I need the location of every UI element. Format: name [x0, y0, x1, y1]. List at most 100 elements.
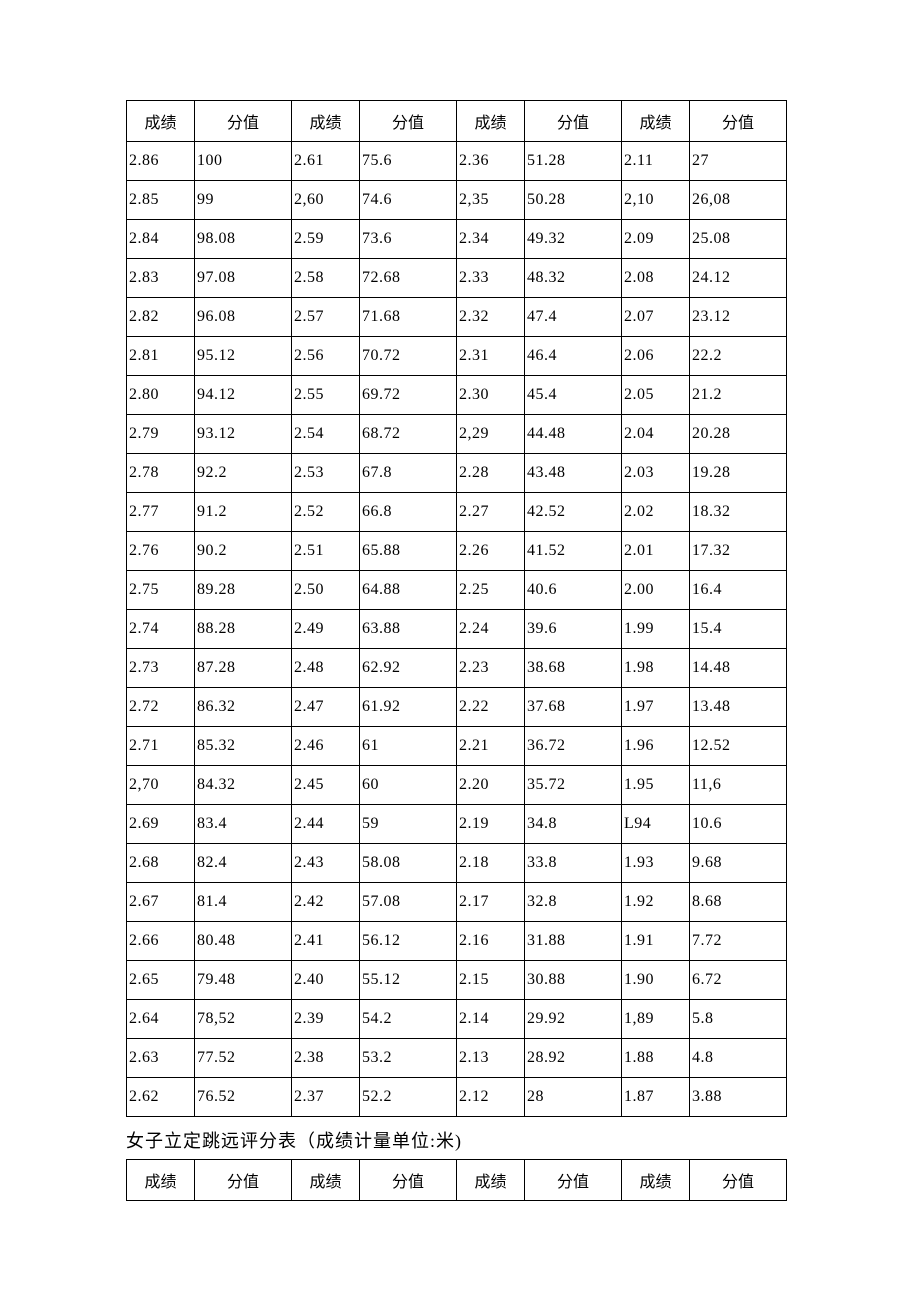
table-cell: 2.40: [292, 961, 360, 1000]
table-cell: 2.04: [622, 415, 690, 454]
table-cell: 2.41: [292, 922, 360, 961]
table-cell: 5.8: [690, 1000, 787, 1039]
table-cell: 2.76: [127, 532, 195, 571]
table-row: 2.6882.42.4358.082.1833.81.939.68: [127, 844, 787, 883]
table-cell: 2.31: [457, 337, 525, 376]
table-cell: 94.12: [195, 376, 292, 415]
table-cell: 15.4: [690, 610, 787, 649]
table-cell: 18.32: [690, 493, 787, 532]
table-cell: 2.64: [127, 1000, 195, 1039]
table-cell: 2.11: [622, 142, 690, 181]
table-cell: 2.45: [292, 766, 360, 805]
table-cell: 2.23: [457, 649, 525, 688]
table-cell: 98.08: [195, 220, 292, 259]
score-table-female: 成绩 分值 成绩 分值 成绩 分值 成绩 分值: [126, 1159, 787, 1201]
table-cell: 2.59: [292, 220, 360, 259]
table-cell: 31.88: [525, 922, 622, 961]
table-cell: 1.90: [622, 961, 690, 1000]
table-cell: 2.09: [622, 220, 690, 259]
table-cell: 70.72: [360, 337, 457, 376]
table-cell: 22.2: [690, 337, 787, 376]
table-cell: 1.95: [622, 766, 690, 805]
table-cell: 2.79: [127, 415, 195, 454]
table-cell: 2.58: [292, 259, 360, 298]
score-table-main: 成绩 分值 成绩 分值 成绩 分值 成绩 分值 2.861002.6175.62…: [126, 100, 787, 1117]
table-cell: 39.6: [525, 610, 622, 649]
table-cell: 23.12: [690, 298, 787, 337]
table-cell: 2.14: [457, 1000, 525, 1039]
table-cell: 85.32: [195, 727, 292, 766]
table-row: 2.8094.122.5569.722.3045.42.0521.2: [127, 376, 787, 415]
table-cell: 2.78: [127, 454, 195, 493]
table-cell: 55.12: [360, 961, 457, 1000]
table-row: 2.7589.282.5064.882.2540.62.0016.4: [127, 571, 787, 610]
table-cell: 71.68: [360, 298, 457, 337]
table-cell: 2.26: [457, 532, 525, 571]
table-cell: 69.72: [360, 376, 457, 415]
header-score-2: 成绩: [292, 1160, 360, 1201]
table-cell: 2.28: [457, 454, 525, 493]
table-row: 2.7892.22.5367.82.2843.482.0319.28: [127, 454, 787, 493]
table-cell: 1,89: [622, 1000, 690, 1039]
table-cell: 2.22: [457, 688, 525, 727]
table-cell: 65.88: [360, 532, 457, 571]
table-cell: 2.12: [457, 1078, 525, 1117]
table-cell: 78,52: [195, 1000, 292, 1039]
table-cell: 37.68: [525, 688, 622, 727]
table-cell: 2.44: [292, 805, 360, 844]
table-cell: 81.4: [195, 883, 292, 922]
table-row: 2.6377.522.3853.22.1328.921.884.8: [127, 1039, 787, 1078]
table-cell: 2.18: [457, 844, 525, 883]
table-cell: 2.57: [292, 298, 360, 337]
table-row: 2.6579.482.4055.122.1530.881.906.72: [127, 961, 787, 1000]
table-cell: 2.32: [457, 298, 525, 337]
table-cell: 75.6: [360, 142, 457, 181]
table-cell: 83.4: [195, 805, 292, 844]
table-cell: 24.12: [690, 259, 787, 298]
table-cell: 2.42: [292, 883, 360, 922]
table-row: 2.7286.322.4761.922.2237.681.9713.48: [127, 688, 787, 727]
table-cell: 73.6: [360, 220, 457, 259]
table-cell: 9.68: [690, 844, 787, 883]
table-header-row: 成绩 分值 成绩 分值 成绩 分值 成绩 分值: [127, 101, 787, 142]
table-cell: 2.00: [622, 571, 690, 610]
table-cell: 61: [360, 727, 457, 766]
table-cell: 45.4: [525, 376, 622, 415]
header-value-3: 分值: [525, 1160, 622, 1201]
table-cell: 2.68: [127, 844, 195, 883]
table-row: 2.7993.122.5468.722,2944.482.0420.28: [127, 415, 787, 454]
table-cell: 2.72: [127, 688, 195, 727]
table-cell: 2.20: [457, 766, 525, 805]
table-cell: 52.2: [360, 1078, 457, 1117]
table-cell: 2.53: [292, 454, 360, 493]
table-row: 2.7690.22.5165.882.2641.522.0117.32: [127, 532, 787, 571]
table-cell: 58.08: [360, 844, 457, 883]
table-cell: 95.12: [195, 337, 292, 376]
header-score-4: 成绩: [622, 1160, 690, 1201]
table-cell: 56.12: [360, 922, 457, 961]
table-row: 2.7488.282.4963.882.2439.61.9915.4: [127, 610, 787, 649]
table-cell: 1.87: [622, 1078, 690, 1117]
table-cell: 19.28: [690, 454, 787, 493]
table-cell: 2.13: [457, 1039, 525, 1078]
table-cell: 51.28: [525, 142, 622, 181]
table-cell: 2.47: [292, 688, 360, 727]
header-score-4: 成绩: [622, 101, 690, 142]
table-cell: 2.36: [457, 142, 525, 181]
table-cell: 40.6: [525, 571, 622, 610]
table-cell: 36.72: [525, 727, 622, 766]
table-cell: 1.97: [622, 688, 690, 727]
table-cell: 2.84: [127, 220, 195, 259]
second-table-title: 女子立定跳远评分表（成绩计量单位:米): [126, 1127, 794, 1153]
table-row: 2.6983.42.44592.1934.8L9410.6: [127, 805, 787, 844]
table-cell: 2.46: [292, 727, 360, 766]
table-cell: 2.73: [127, 649, 195, 688]
table-row: 2.8498.082.5973.62.3449.322.0925.08: [127, 220, 787, 259]
table-cell: 2.75: [127, 571, 195, 610]
table-cell: 60: [360, 766, 457, 805]
table-cell: 1.99: [622, 610, 690, 649]
table-cell: 90.2: [195, 532, 292, 571]
table-row: 2.6276.522.3752.22.12281.873.88: [127, 1078, 787, 1117]
table-cell: 49.32: [525, 220, 622, 259]
table-row: 2.7185.322.46612.2136.721.9612.52: [127, 727, 787, 766]
